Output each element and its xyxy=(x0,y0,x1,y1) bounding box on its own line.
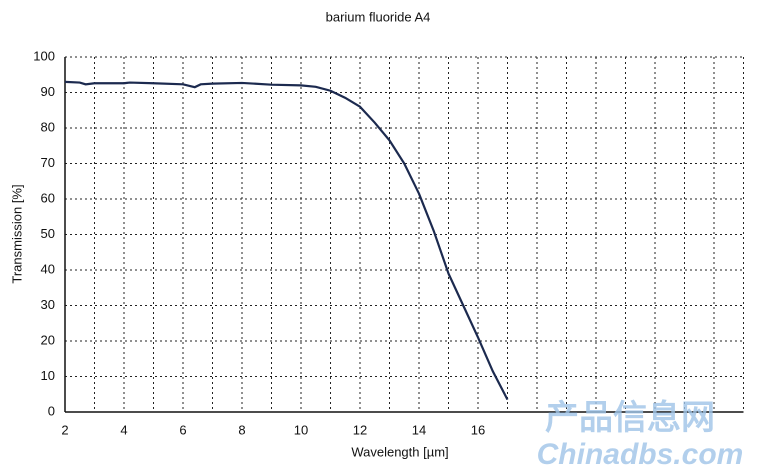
x-tick-label: 2 xyxy=(61,422,68,437)
x-tick-label: 16 xyxy=(471,422,485,437)
x-tick-label: 12 xyxy=(353,422,367,437)
x-axis-label: Wavelength [µm] xyxy=(351,444,448,459)
x-tick-label: 4 xyxy=(120,422,127,437)
y-tick-label: 70 xyxy=(41,155,55,170)
x-tick-label: 10 xyxy=(294,422,308,437)
y-tick-label: 100 xyxy=(33,48,55,63)
y-tick-label: 50 xyxy=(41,226,55,241)
y-tick-label: 0 xyxy=(48,403,55,418)
watermark: Chinadbs.com xyxy=(537,438,744,471)
plot-area: 0 10 20 30 40 50 60 70 80 90 100 2 4 6 8 10 12 14 16 xyxy=(33,48,744,437)
y-tick-label: 20 xyxy=(41,332,55,347)
x-tick-label: 6 xyxy=(179,422,186,437)
y-tick-label: 60 xyxy=(41,190,55,205)
y-tick-label: 40 xyxy=(41,261,55,276)
y-tick-label: 10 xyxy=(41,368,55,383)
chart-title: barium fluoride A4 xyxy=(326,9,431,24)
x-tick-label: 8 xyxy=(238,422,245,437)
y-tick-label: 90 xyxy=(41,84,55,99)
y-axis-label: Transmission [%] xyxy=(9,184,24,283)
y-tick-label: 30 xyxy=(41,297,55,312)
line xyxy=(64,80,509,401)
x-tick-label: 14 xyxy=(412,422,426,437)
watermark: 产品信息网 xyxy=(545,398,715,437)
y-tick-label: 80 xyxy=(41,119,55,134)
